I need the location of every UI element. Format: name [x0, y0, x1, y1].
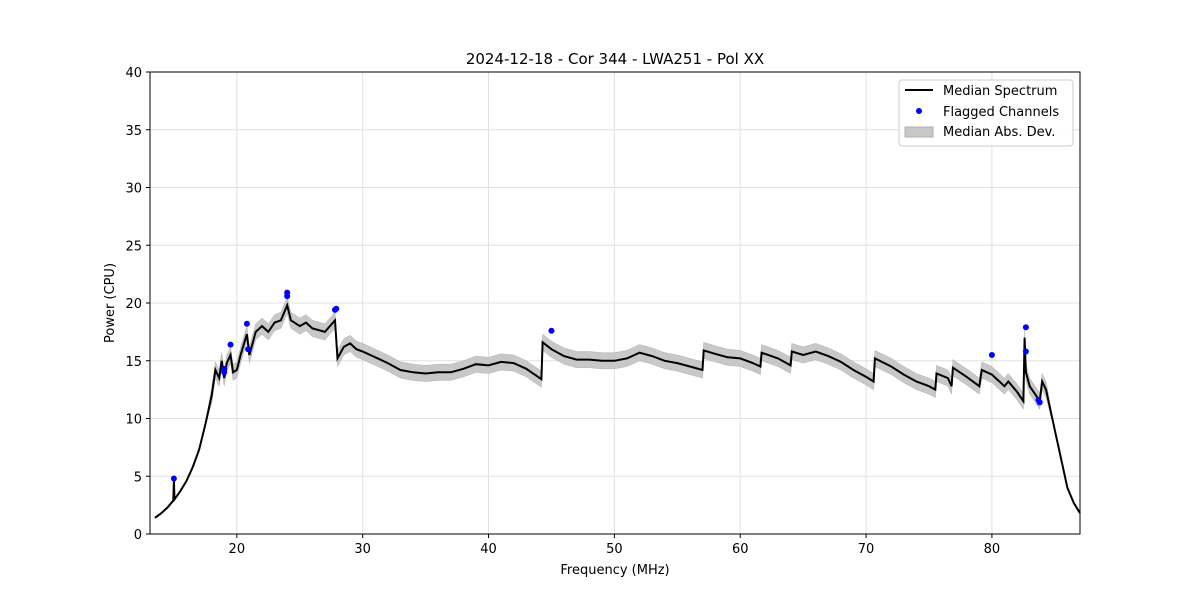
y-tick-label: 25 — [125, 239, 142, 254]
flagged-point — [227, 341, 234, 348]
chart-title: 2024-12-18 - Cor 344 - LWA251 - Pol XX — [466, 50, 764, 68]
x-tick-label: 30 — [354, 542, 371, 557]
mad-band — [154, 296, 1081, 519]
median-spectrum-line — [154, 302, 1081, 519]
y-tick-label: 0 — [134, 528, 142, 543]
y-tick-label: 35 — [125, 124, 142, 139]
legend-flagged-swatch — [916, 108, 922, 114]
grid — [150, 71, 1080, 535]
flagged-point — [333, 305, 340, 312]
legend: Median Spectrum Flagged Channels Median … — [898, 79, 1074, 147]
y-axis-label: Power (CPU) — [103, 263, 118, 343]
flagged-point — [1022, 348, 1029, 355]
flagged-channels — [170, 289, 1043, 482]
flagged-point — [284, 293, 291, 300]
y-tick-label: 15 — [125, 355, 142, 370]
y-tick-label: 40 — [125, 66, 142, 81]
x-tick-label: 60 — [732, 542, 749, 557]
legend-flagged: Flagged Channels — [943, 105, 1059, 120]
y-tick-label: 5 — [134, 470, 142, 485]
flagged-point — [221, 365, 228, 372]
flagged-point — [170, 475, 177, 482]
x-tick-label: 50 — [606, 542, 623, 557]
axis-ticks: 20 30 40 50 60 70 80 0 5 10 15 20 25 30 35 40 — [125, 66, 1000, 557]
flagged-point — [1036, 399, 1043, 406]
x-tick-label: 20 — [229, 542, 246, 557]
flagged-point — [245, 346, 252, 353]
flagged-point — [548, 327, 555, 334]
y-tick-label: 20 — [125, 297, 142, 312]
legend-mad-swatch — [904, 126, 934, 138]
flagged-point — [988, 351, 995, 358]
y-tick-label: 30 — [125, 182, 142, 197]
flagged-point — [243, 320, 250, 327]
legend-median: Median Spectrum — [943, 84, 1057, 99]
x-tick-label: 70 — [858, 542, 875, 557]
y-tick-label: 10 — [125, 413, 142, 428]
x-tick-label: 40 — [480, 542, 497, 557]
x-axis-label: Frequency (MHz) — [560, 563, 669, 578]
x-tick-label: 80 — [984, 542, 1001, 557]
flagged-point — [1022, 324, 1029, 331]
legend-mad: Median Abs. Dev. — [943, 125, 1055, 140]
